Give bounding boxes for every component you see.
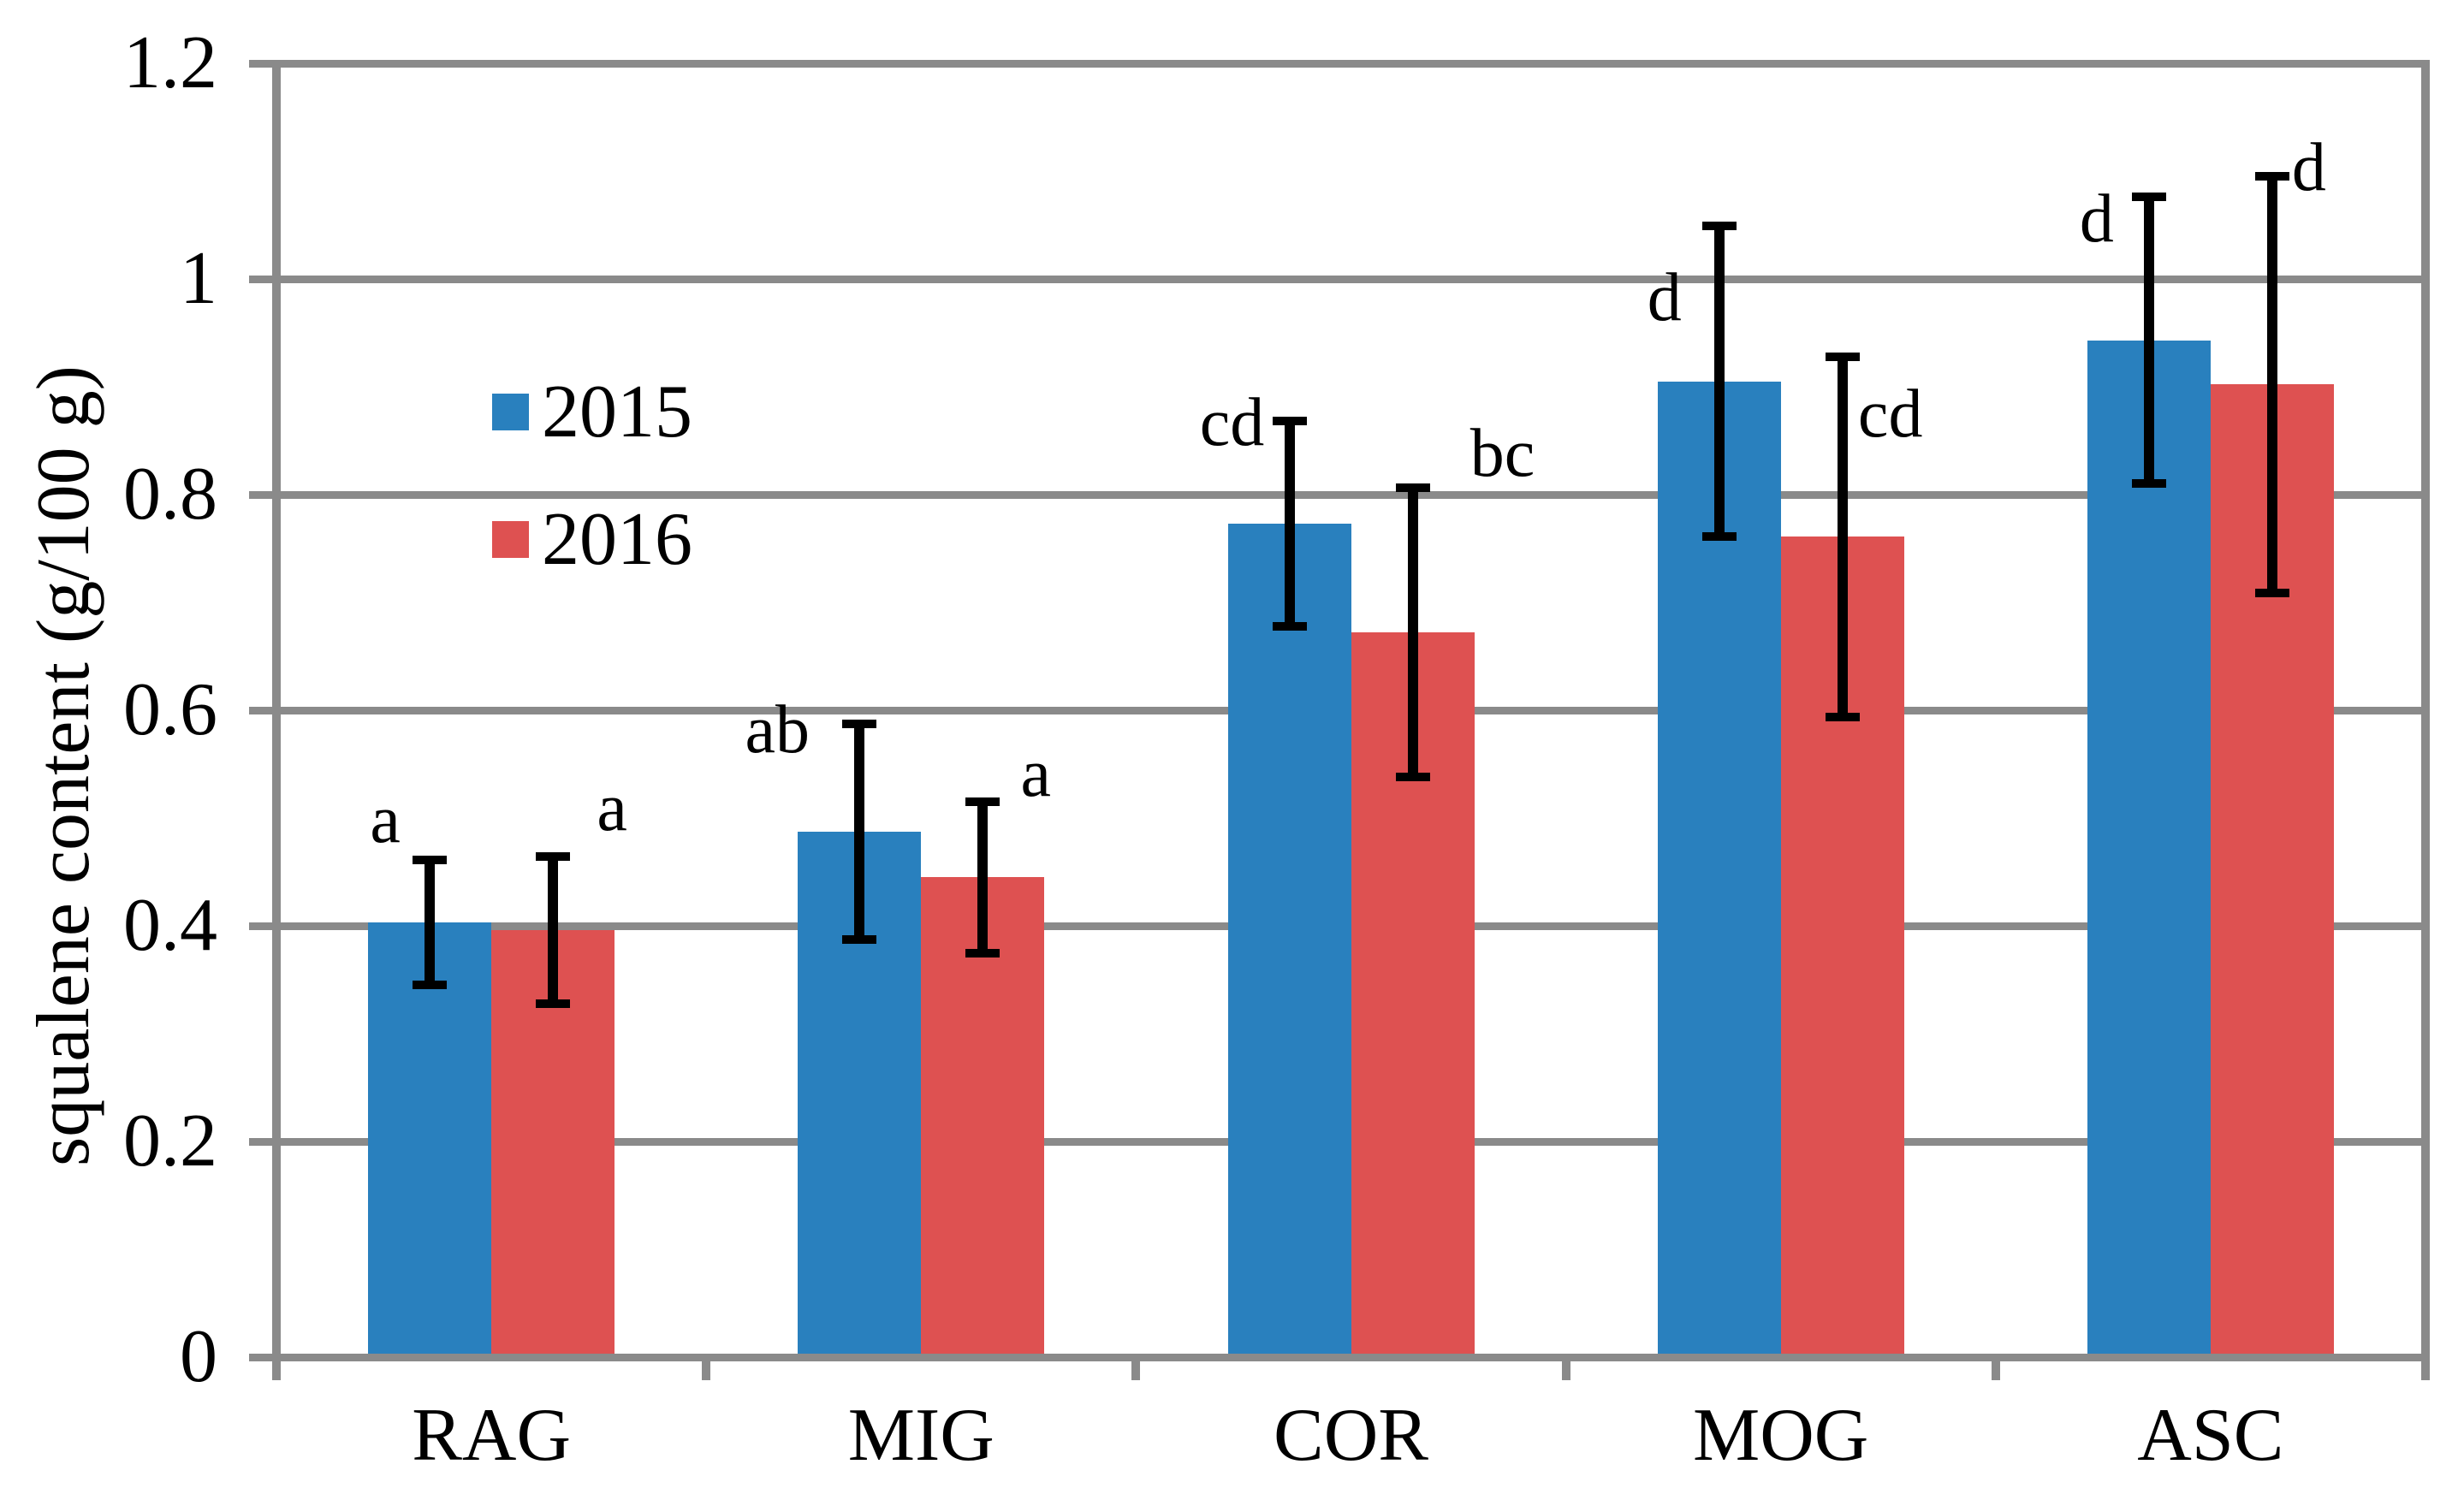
y-axis-line <box>272 59 281 1380</box>
sig-letter-ASC-2016: d <box>2291 130 2326 206</box>
bar-MOG-2015 <box>1657 381 1781 1357</box>
y-tick-label: 0.2 <box>123 1100 217 1183</box>
y-tick-label: 1 <box>180 237 217 320</box>
x-category-label-COR: COR <box>1274 1394 1428 1477</box>
sig-letter-MIG-2015: ab <box>745 692 810 768</box>
x-axis-tick <box>702 1357 711 1380</box>
x-category-label-MOG: MOG <box>1693 1394 1869 1477</box>
legend-label-2015: 2015 <box>542 371 692 454</box>
y-axis-tick <box>249 706 272 714</box>
error-cap-top <box>1395 483 1430 493</box>
error-cap-bottom <box>2254 588 2289 597</box>
x-axis-tick <box>1561 1357 1570 1380</box>
error-bar-COR-2015 <box>1284 417 1295 631</box>
sig-letter-COR-2016: bc <box>1469 416 1535 492</box>
x-category-label-ASC: ASC <box>2137 1394 2284 1477</box>
error-cap-bottom <box>1825 712 1860 721</box>
y-tick-label: 0.4 <box>123 884 217 967</box>
error-cap-bottom <box>1701 532 1737 542</box>
x-axis-tick <box>1991 1357 2000 1380</box>
error-bar-RAG-2016 <box>548 852 559 1008</box>
sig-letter-RAG-2016: a <box>597 770 627 846</box>
gridline-y-0.8 <box>272 490 2430 499</box>
sig-letter-COR-2015: cd <box>1199 385 1265 461</box>
bar-MIG-2016 <box>921 877 1045 1357</box>
error-cap-bottom <box>842 935 877 945</box>
error-cap-top <box>965 797 1000 807</box>
x-axis-line <box>249 1353 2430 1361</box>
error-bar-MOG-2016 <box>1837 352 1848 721</box>
y-tick-label: 0.8 <box>123 453 217 536</box>
legend-swatch-2015 <box>492 394 529 430</box>
error-cap-top <box>2131 193 2166 202</box>
error-cap-top <box>1272 417 1307 426</box>
error-cap-top <box>413 856 448 865</box>
bar-RAG-2015 <box>368 922 492 1357</box>
error-cap-bottom <box>1395 773 1430 782</box>
error-bar-RAG-2015 <box>425 856 436 990</box>
legend-label-2016: 2016 <box>542 498 692 581</box>
y-axis-tick <box>249 275 272 283</box>
sig-letter-MIG-2016: a <box>1020 736 1052 812</box>
x-category-label-MIG: MIG <box>847 1394 995 1477</box>
error-bar-ASC-2016 <box>2266 172 2277 597</box>
x-axis-tick <box>1131 1357 1141 1380</box>
y-tick-label: 0.6 <box>123 668 217 751</box>
sig-letter-ASC-2015: d <box>2079 181 2114 258</box>
error-bar-ASC-2015 <box>2143 193 2154 489</box>
error-bar-COR-2016 <box>1407 483 1418 782</box>
bar-COR-2015 <box>1227 524 1351 1357</box>
error-cap-top <box>536 852 571 862</box>
y-tick-label: 0 <box>180 1315 217 1398</box>
sig-letter-MOG-2016: cd <box>1857 376 1923 452</box>
error-cap-top <box>2254 172 2289 181</box>
y-axis-tick <box>249 1137 272 1146</box>
bar-ASC-2015 <box>2087 340 2211 1357</box>
error-cap-top <box>842 720 877 729</box>
legend: 2015 2016 <box>492 375 877 582</box>
error-cap-bottom <box>965 948 1000 957</box>
error-bar-MIG-2015 <box>854 720 865 945</box>
y-axis-tick <box>249 490 272 499</box>
error-cap-bottom <box>2131 479 2166 489</box>
sig-letter-RAG-2015: a <box>370 782 401 858</box>
error-bar-MIG-2016 <box>977 797 989 957</box>
sig-letter-MOG-2015: d <box>1647 260 1682 336</box>
y-axis-tick <box>249 59 272 68</box>
error-cap-bottom <box>1272 621 1307 631</box>
y-axis-tick <box>249 922 272 930</box>
error-cap-top <box>1701 222 1737 231</box>
gridline-y-1.2 <box>272 59 2430 68</box>
legend-swatch-2016 <box>492 521 529 558</box>
x-category-label-RAG: RAG <box>412 1394 571 1477</box>
plot-right-border <box>2421 59 2430 1380</box>
error-cap-bottom <box>536 999 571 1008</box>
error-bar-MOG-2015 <box>1713 222 1725 542</box>
gridline-y-1 <box>272 275 2430 283</box>
y-tick-label: 1.2 <box>123 21 217 104</box>
error-cap-bottom <box>413 981 448 990</box>
error-cap-top <box>1825 352 1860 361</box>
